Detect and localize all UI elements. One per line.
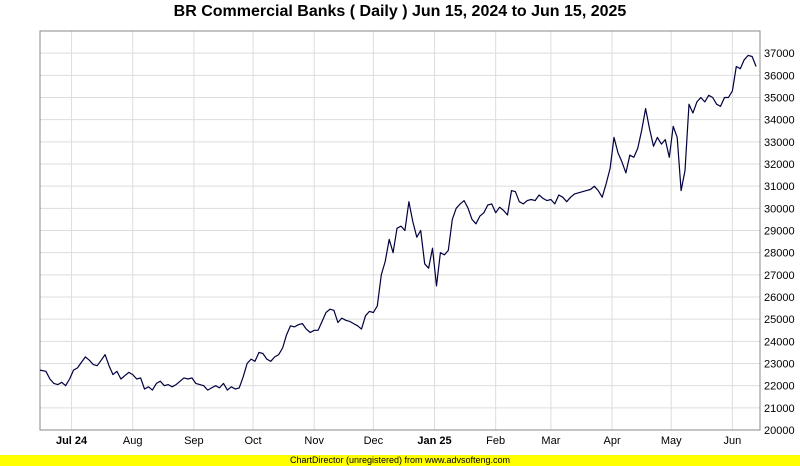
y-tick-label: 36000 xyxy=(764,70,795,82)
y-tick-label: 24000 xyxy=(764,336,795,348)
x-tick-label: Feb xyxy=(486,435,505,447)
y-tick-label: 26000 xyxy=(764,292,795,304)
x-tick-label: Sep xyxy=(184,435,204,447)
x-tick-label: Jun xyxy=(724,435,742,447)
y-tick-label: 33000 xyxy=(764,137,795,149)
series-layer xyxy=(39,54,757,391)
plot-area-border xyxy=(39,30,761,431)
y-tick-label: 20000 xyxy=(764,425,795,437)
y-tick-label: 28000 xyxy=(764,248,795,260)
y-tick-label: 37000 xyxy=(764,48,795,60)
y-tick-label: 31000 xyxy=(764,181,795,193)
series-line xyxy=(39,54,757,391)
y-tick-label: 29000 xyxy=(764,226,795,238)
y-tick-label: 32000 xyxy=(764,159,795,171)
x-tick-label: Nov xyxy=(304,435,324,447)
x-tick-label: Jan 25 xyxy=(417,435,451,447)
x-axis-ticks: Jul 24 Aug Sep Oct Nov Dec Jan 25 Feb Mar Apr May J… xyxy=(56,435,741,447)
x-tick-label: Oct xyxy=(244,435,261,447)
y-tick-label: 35000 xyxy=(764,93,795,105)
y-tick-label: 22000 xyxy=(764,381,795,393)
x-tick-label: Apr xyxy=(603,435,620,447)
x-tick-label: Mar xyxy=(541,435,560,447)
y-tick-label: 27000 xyxy=(764,270,795,282)
x-tick-label: Jul 24 xyxy=(56,435,88,447)
x-tick-label: Aug xyxy=(123,435,143,447)
y-tick-label: 30000 xyxy=(764,203,795,215)
grid-layer xyxy=(40,31,760,430)
chartdirector-footer: ChartDirector (unregistered) from www.ad… xyxy=(0,455,800,466)
x-tick-label: Dec xyxy=(364,435,384,447)
x-tick-label: May xyxy=(661,435,682,447)
y-tick-label: 34000 xyxy=(764,115,795,127)
chart-title: BR Commercial Banks ( Daily ) Jun 15, 20… xyxy=(173,3,627,20)
y-tick-label: 21000 xyxy=(764,403,795,415)
y-tick-label: 25000 xyxy=(764,314,795,326)
y-axis-ticks: 20000 21000 22000 23000 24000 25000 26000 27000… xyxy=(764,48,795,437)
y-tick-label: 23000 xyxy=(764,359,795,371)
